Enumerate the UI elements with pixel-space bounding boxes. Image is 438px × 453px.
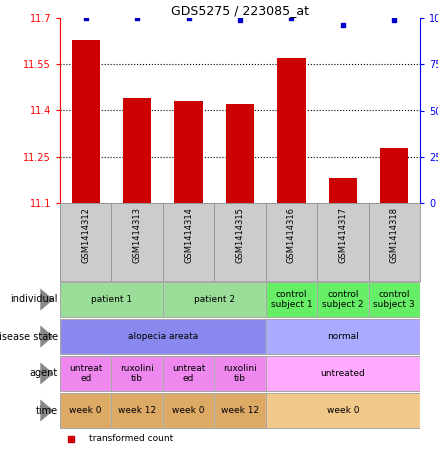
Point [339,22,346,29]
Point [288,14,295,22]
Point [185,14,192,22]
Bar [111,393,163,428]
Bar [60,356,111,391]
Text: patient 1: patient 1 [91,295,132,304]
Text: GSM1414318: GSM1414318 [390,207,399,263]
Bar [60,393,111,428]
Text: ruxolini
tib: ruxolini tib [120,364,154,383]
Text: individual: individual [11,294,58,304]
Bar [111,356,163,391]
Bar [380,148,408,203]
Bar [163,282,266,317]
Text: agent: agent [29,368,58,379]
Text: GSM1414317: GSM1414317 [339,207,347,263]
Bar [214,393,266,428]
Bar [266,319,420,354]
Bar [71,39,100,203]
Bar [317,282,368,317]
Bar [163,393,214,428]
Point [391,16,398,24]
Text: GSM1414312: GSM1414312 [81,207,90,263]
Bar [60,356,111,391]
Bar [111,393,163,428]
Title: GDS5275 / 223085_at: GDS5275 / 223085_at [171,4,309,17]
Bar [60,319,266,354]
Bar [328,178,357,203]
Bar [111,356,163,391]
Polygon shape [40,289,53,311]
Bar [163,356,214,391]
Bar [266,356,420,391]
Bar [60,282,163,317]
Text: GSM1414316: GSM1414316 [287,207,296,263]
Bar [214,356,266,391]
Bar [163,393,214,428]
Bar [214,356,266,391]
Text: week 0: week 0 [327,406,359,415]
Bar [266,393,420,428]
Text: week 0: week 0 [70,406,102,415]
Text: GSM1414314: GSM1414314 [184,207,193,263]
Bar [266,282,317,317]
Text: ruxolini
tib: ruxolini tib [223,364,257,383]
Text: untreated: untreated [321,369,365,378]
Bar [123,98,151,203]
Text: control
subject 1: control subject 1 [271,290,312,309]
Text: alopecia areata: alopecia areata [128,332,198,341]
Bar [214,393,266,428]
Point [237,16,244,24]
Bar [174,101,203,203]
Text: transformed count: transformed count [89,434,173,443]
Bar [163,356,214,391]
Point [82,14,89,22]
Bar [277,58,306,203]
Point [134,14,141,22]
Bar [163,282,266,317]
Bar [60,319,266,354]
Bar [266,356,420,391]
Bar [60,282,163,317]
Text: week 0: week 0 [172,406,205,415]
Text: untreat
ed: untreat ed [172,364,205,383]
Text: week 12: week 12 [118,406,156,415]
Polygon shape [40,325,53,347]
Polygon shape [40,400,53,422]
Text: GSM1414313: GSM1414313 [133,207,141,263]
Text: GSM1414315: GSM1414315 [236,207,244,263]
Text: patient 2: patient 2 [194,295,235,304]
Text: disease state: disease state [0,332,58,342]
Bar [226,104,254,203]
Bar [317,282,368,317]
Text: normal: normal [327,332,359,341]
Bar [368,282,420,317]
Text: untreat
ed: untreat ed [69,364,102,383]
Bar [266,282,317,317]
Point [67,435,74,442]
Text: control
subject 2: control subject 2 [322,290,364,309]
Text: control
subject 3: control subject 3 [374,290,415,309]
Polygon shape [40,362,53,385]
Bar [266,319,420,354]
Text: time: time [35,405,58,415]
Bar [60,393,111,428]
Bar [266,393,420,428]
Bar [368,282,420,317]
Text: week 12: week 12 [221,406,259,415]
